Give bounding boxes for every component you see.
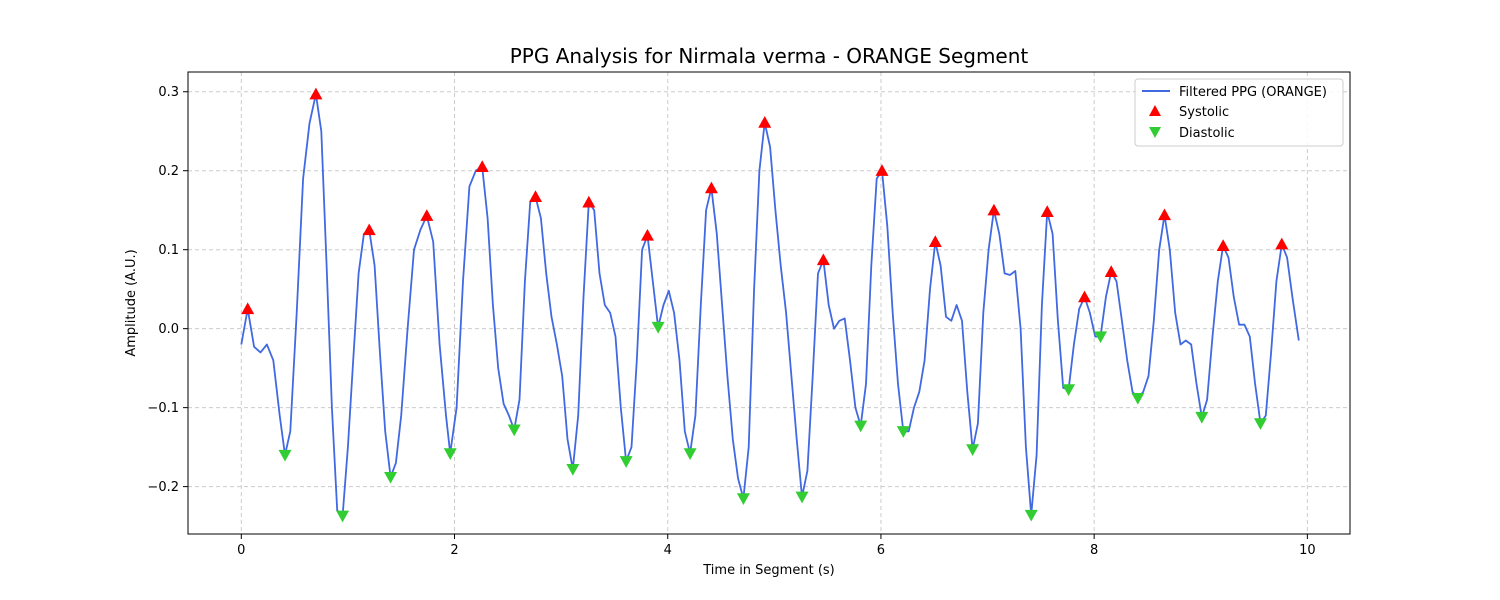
systolic-marker (420, 209, 434, 221)
diastolic-marker (854, 420, 868, 433)
systolic-marker (475, 160, 489, 172)
systolic-marker (758, 116, 772, 128)
diastolic-marker (1253, 418, 1267, 430)
x-tick-label: 6 (877, 543, 885, 558)
diastolic-marker (1094, 331, 1108, 344)
chart-title: PPG Analysis for Nirmala verma - ORANGE … (510, 44, 1029, 68)
y-tick-label: 0.3 (158, 85, 179, 100)
legend-diastolic-swatch (1149, 127, 1161, 138)
diastolic-marker (795, 491, 809, 504)
y-tick-label: −0.1 (147, 401, 179, 416)
diastolic-marker (566, 464, 580, 476)
diastolic-marker (1062, 384, 1076, 396)
diastolic-marker (736, 493, 750, 505)
diastolic-marker (336, 510, 350, 523)
x-tick-label: 4 (664, 543, 672, 558)
systolic-marker (362, 223, 376, 236)
diastolic-marker (966, 444, 980, 456)
legend-systolic-swatch (1149, 105, 1161, 116)
x-tick-label: 0 (237, 543, 245, 558)
x-axis-label: Time in Segment (s) (702, 563, 834, 578)
systolic-marker (1078, 290, 1092, 303)
diastolic-marker (443, 448, 457, 460)
systolic-marker (1158, 208, 1172, 221)
diastolic-marker (896, 426, 910, 438)
y-tick-label: 0.2 (158, 164, 179, 179)
systolic-marker (309, 87, 323, 100)
diastolic-marker (384, 471, 398, 484)
systolic-marker (875, 164, 889, 176)
systolic-marker (241, 302, 255, 315)
systolic-marker (704, 181, 718, 194)
diastolic-marker (619, 456, 633, 468)
legend-label-systolic: Systolic (1179, 105, 1229, 120)
systolic-marker (1216, 239, 1230, 251)
diastolic-marker (651, 321, 665, 334)
y-tick-label: 0.0 (158, 322, 179, 337)
series-layer (240, 93, 1300, 517)
x-tick-label: 2 (450, 543, 458, 558)
plot-frame (187, 71, 1351, 535)
diastolic-marker (683, 448, 697, 460)
systolic-marker (1104, 265, 1118, 278)
systolic-marker (816, 253, 830, 266)
legend-box (1134, 78, 1344, 147)
legend-label-diastolic: Diastolic (1179, 126, 1235, 141)
y-axis-label: Amplitude (A.U.) (124, 249, 139, 356)
x-tick-label: 10 (1299, 543, 1316, 558)
x-tick-label: 8 (1090, 543, 1098, 558)
systolic-marker (1040, 205, 1054, 217)
y-tick-label: 0.1 (158, 243, 179, 258)
systolic-marker (582, 195, 596, 208)
systolic-marker (640, 228, 654, 241)
tick-layer: 0 2 4 6 8 10 −0.2 −0.1 0.0 0.1 0.2 0.3 (147, 85, 1315, 558)
systolic-marker (529, 190, 543, 202)
diastolic-marker (1024, 509, 1038, 522)
systolic-marker (987, 203, 1001, 216)
marker-layer (241, 87, 1289, 523)
systolic-marker (928, 235, 942, 247)
y-tick-label: −0.2 (147, 480, 179, 495)
diastolic-marker (507, 424, 521, 437)
diastolic-marker (1195, 411, 1209, 424)
diastolic-marker (1131, 392, 1145, 405)
series-line-filtered-ppg (240, 93, 1300, 517)
legend: Filtered PPG (ORANGE) Systolic Diastolic (1134, 78, 1344, 147)
legend-label-filtered: Filtered PPG (ORANGE) (1179, 85, 1327, 100)
systolic-marker (1275, 237, 1289, 250)
diastolic-marker (278, 449, 292, 462)
